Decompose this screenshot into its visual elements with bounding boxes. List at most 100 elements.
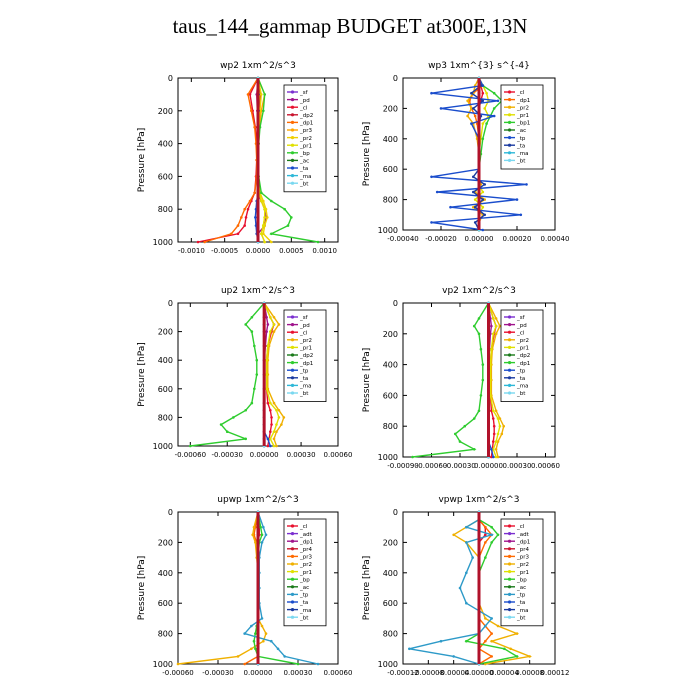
data-point: [275, 444, 278, 448]
data-point: [494, 409, 498, 413]
legend-marker: [507, 524, 512, 528]
data-point: [494, 332, 498, 336]
legend-label: _dp1: [299, 539, 313, 545]
data-point: [494, 317, 498, 320]
data-point: [490, 455, 493, 459]
data-point: [263, 240, 266, 244]
x-tick-label: -0.00030: [444, 462, 475, 470]
data-point: [260, 93, 263, 96]
data-point: [264, 632, 268, 635]
data-point: [316, 662, 320, 666]
data-point: [250, 330, 254, 333]
data-point: [272, 316, 276, 319]
data-point: [255, 358, 259, 362]
data-point: [176, 662, 180, 666]
y-tick-label: 600: [383, 599, 398, 608]
data-point: [481, 363, 485, 366]
data-point: [466, 99, 469, 103]
data-point: [491, 455, 495, 459]
legend-label: _tp: [516, 368, 526, 374]
data-point: [491, 440, 495, 443]
legend-label: _dp2: [516, 353, 530, 359]
data-point: [465, 571, 468, 575]
data-point: [283, 207, 286, 211]
data-point: [463, 424, 467, 428]
legend-label: _cl: [299, 524, 308, 530]
panel-up2: up2 1xm^2/s^3 Pressure [hPa] 0 200 400 600 800…: [137, 286, 352, 459]
data-point: [525, 183, 528, 186]
series-line-pr3: [244, 511, 259, 665]
legend-label: _dp1: [516, 539, 530, 545]
data-point: [244, 323, 247, 326]
legend-label: _cl: [516, 330, 525, 336]
legend-marker: [290, 345, 295, 349]
legend-label: _ac: [299, 159, 309, 165]
data-point: [472, 205, 475, 209]
y-tick-label: 200: [383, 104, 398, 113]
data-point: [503, 647, 506, 651]
data-point: [435, 190, 439, 194]
data-point: [270, 639, 273, 643]
legend-marker: [290, 585, 295, 589]
data-point: [491, 332, 495, 336]
data-point: [260, 199, 263, 203]
legend-label: _cl: [299, 105, 308, 111]
legend-label: _pr2: [516, 105, 529, 111]
data-point: [439, 639, 443, 643]
legend-label: _ta: [516, 143, 525, 149]
data-point: [275, 408, 278, 412]
data-point: [490, 533, 493, 537]
legend-marker: [290, 151, 295, 155]
data-point: [509, 647, 512, 651]
data-point: [484, 624, 487, 628]
legend-label: _pr1: [299, 143, 312, 149]
legend-label: _dp2: [299, 353, 313, 359]
data-point: [484, 617, 487, 620]
legend-marker: [290, 554, 295, 559]
y-axis-label: Pressure [hPa]: [137, 556, 147, 621]
legend-marker: [290, 143, 295, 147]
legend-label: _dp1: [299, 121, 313, 127]
data-point: [243, 662, 246, 666]
y-tick-label: 600: [383, 165, 398, 174]
legend-marker: [507, 143, 512, 147]
x-tick-label: -0.0010: [178, 247, 205, 255]
legend-marker: [290, 120, 295, 124]
data-point: [252, 639, 256, 643]
data-point: [491, 417, 495, 420]
legend-marker: [507, 539, 512, 543]
data-point: [262, 224, 265, 227]
data-point: [244, 408, 247, 412]
y-axis-label: Pressure [hPa]: [137, 128, 147, 193]
y-tick-label: 800: [383, 196, 398, 205]
data-point: [275, 423, 278, 426]
data-point: [265, 373, 268, 376]
legend-marker: [290, 338, 295, 342]
x-tick-label: -0.00012: [387, 669, 418, 677]
legend-marker: [290, 600, 295, 604]
data-point: [483, 213, 487, 217]
data-point: [490, 639, 493, 643]
legend-marker: [507, 554, 512, 559]
data-point: [484, 556, 487, 559]
data-point: [481, 99, 485, 103]
legend-label: _ma: [516, 608, 528, 614]
data-point: [272, 444, 276, 448]
legend-label: _ta: [299, 166, 308, 172]
data-point: [296, 662, 300, 666]
data-point: [477, 409, 481, 413]
data-point: [266, 401, 270, 405]
legend-label: _pd: [299, 98, 310, 104]
data-point: [236, 224, 240, 227]
data-point: [250, 401, 254, 405]
data-point: [232, 416, 235, 419]
data-point: [473, 114, 477, 118]
data-point: [253, 344, 256, 348]
data-point: [485, 122, 488, 125]
data-point: [272, 401, 276, 405]
data-point: [465, 639, 468, 643]
legend-label: _ma: [516, 384, 528, 390]
series-line-bp: [257, 77, 319, 243]
x-tick-label: 0.00000: [244, 669, 273, 677]
